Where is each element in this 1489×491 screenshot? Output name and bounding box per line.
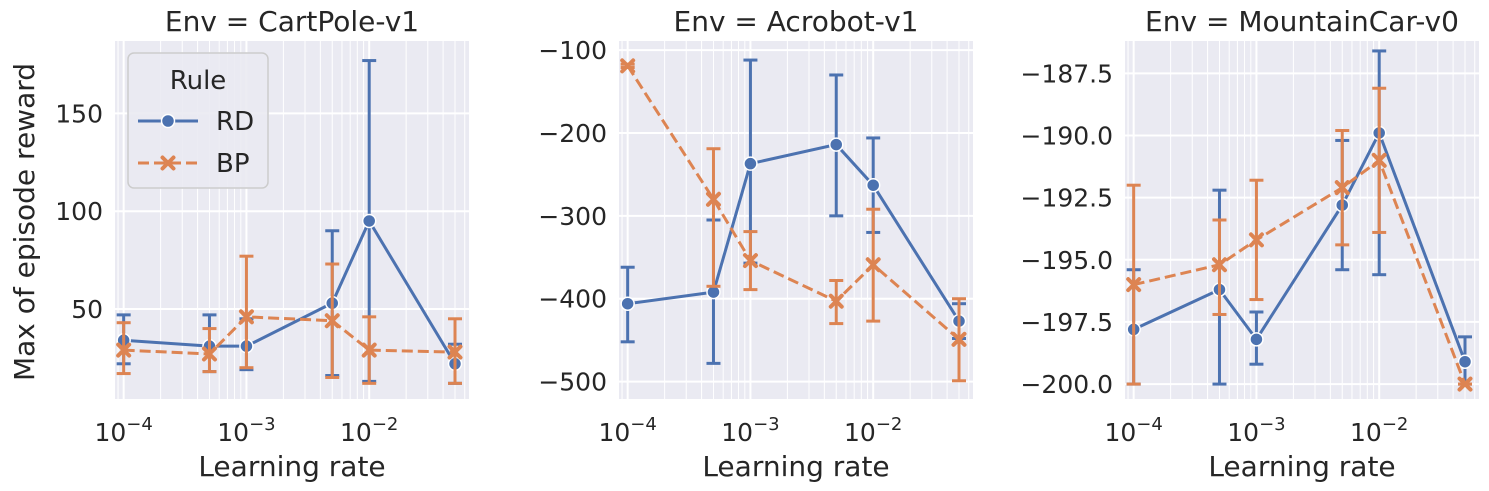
x-tick-base: 10 — [1350, 418, 1382, 447]
point-BP — [865, 257, 881, 273]
point-BP — [1126, 277, 1142, 293]
y-tick-label: −500 — [538, 368, 607, 397]
series-line-RD — [123, 217, 457, 365]
x-tick-base: 10 — [340, 418, 372, 447]
point-BP — [1248, 232, 1264, 248]
point-RD — [865, 177, 881, 193]
x-tick-label: 10−2 — [340, 414, 398, 447]
point-BP — [201, 346, 217, 362]
error-bar-BP — [202, 327, 217, 374]
y-tick-label: −195.0 — [1020, 246, 1113, 275]
x-tick-exponent: −4 — [1136, 414, 1163, 435]
point-BP — [828, 293, 844, 309]
y-tick-label: −100 — [538, 36, 607, 65]
series-line-BP — [1133, 157, 1467, 385]
legend-title: Rule — [170, 66, 227, 96]
x-tick-label: 10−4 — [598, 414, 656, 447]
plot-area — [1125, 41, 1479, 399]
point-BP — [742, 253, 758, 269]
x-tick-exponent: −2 — [372, 414, 399, 435]
panel-3: 10−4 10−3 10−2−200.0−197.5−195.0−192.5−190… — [1020, 5, 1479, 483]
y-tick-label: −190.0 — [1020, 121, 1113, 150]
point-BP — [1371, 152, 1387, 168]
y-tick-label: 50 — [71, 295, 103, 324]
point-BP — [116, 342, 132, 358]
point-BP — [620, 58, 636, 74]
y-tick-label: −400 — [538, 285, 607, 314]
point-RD — [361, 213, 377, 229]
point-BP — [1334, 180, 1350, 196]
panel-title: Env = CartPole-v1 — [165, 5, 419, 38]
x-tick-base: 10 — [217, 418, 249, 447]
x-tick-label: 10−2 — [1350, 414, 1408, 447]
point-RD — [620, 296, 635, 311]
y-tick-label: −200 — [538, 119, 607, 148]
series-line-RD — [627, 142, 961, 322]
point-BP — [951, 331, 967, 347]
x-tick-exponent: −3 — [753, 414, 780, 435]
panel-title: Env = MountainCar-v0 — [1145, 5, 1459, 38]
error-bar-BP — [239, 254, 254, 370]
point-BP — [1211, 257, 1227, 273]
x-tick-base: 10 — [1104, 418, 1136, 447]
x-tick-exponent: −3 — [249, 414, 276, 435]
point-BP — [238, 309, 254, 325]
y-tick-label: −197.5 — [1020, 308, 1113, 337]
legend-label: BP — [216, 149, 250, 179]
plot-area — [619, 41, 973, 399]
y-tick-label: 150 — [55, 99, 103, 128]
x-tick-label: 10−3 — [217, 414, 275, 447]
legend-marker — [160, 155, 176, 171]
x-tick-label: 10−4 — [94, 414, 152, 447]
series-BP — [620, 58, 967, 383]
x-tick-exponent: −4 — [630, 414, 657, 435]
x-tick-label: 10−3 — [1227, 414, 1285, 447]
x-tick-exponent: −2 — [876, 414, 903, 435]
y-tick-label: 100 — [55, 197, 103, 226]
x-tick-exponent: −3 — [1259, 414, 1286, 435]
y-tick-label: −192.5 — [1020, 184, 1113, 213]
x-axis-label: Learning rate — [1208, 450, 1395, 483]
x-tick-base: 10 — [844, 418, 876, 447]
point-RD — [743, 156, 758, 171]
point-RD — [1457, 354, 1473, 369]
point-BP — [324, 313, 340, 329]
y-tick-label: −200.0 — [1020, 370, 1113, 399]
legend: Rule RD BP — [127, 52, 269, 189]
x-tick-base: 10 — [598, 418, 630, 447]
x-tick-exponent: −4 — [126, 414, 153, 435]
point-RD — [828, 137, 844, 152]
x-tick-base: 10 — [94, 418, 126, 447]
point-BP — [361, 342, 377, 358]
x-tick-exponent: −2 — [1382, 414, 1409, 435]
series-line-RD — [1133, 129, 1467, 363]
x-tick-base: 10 — [721, 418, 753, 447]
point-BP — [447, 344, 463, 360]
x-axis-label: Learning rate — [198, 450, 385, 483]
point-RD — [1249, 332, 1264, 347]
series-BP — [1126, 86, 1473, 392]
x-axis-label: Learning rate — [702, 450, 889, 483]
y-tick-label: −300 — [538, 202, 607, 231]
figure-ylabel: Max of episode reward — [8, 63, 41, 381]
series-BP — [116, 254, 463, 385]
x-tick-label: 10−3 — [721, 414, 779, 447]
legend-label: RD — [216, 107, 254, 137]
y-tick-label: −187.5 — [1020, 59, 1113, 88]
series-line-BP — [626, 65, 960, 341]
panel-title: Env = Acrobot-v1 — [674, 5, 919, 38]
point-BP — [705, 191, 721, 207]
series-line-BP — [123, 315, 456, 356]
x-tick-label: 10−2 — [844, 414, 902, 447]
x-tick-base: 10 — [1227, 418, 1259, 447]
error-bar-BP — [706, 147, 721, 288]
legend-marker — [160, 113, 176, 129]
point-BP — [1457, 376, 1473, 392]
x-tick-label: 10−4 — [1104, 414, 1162, 447]
